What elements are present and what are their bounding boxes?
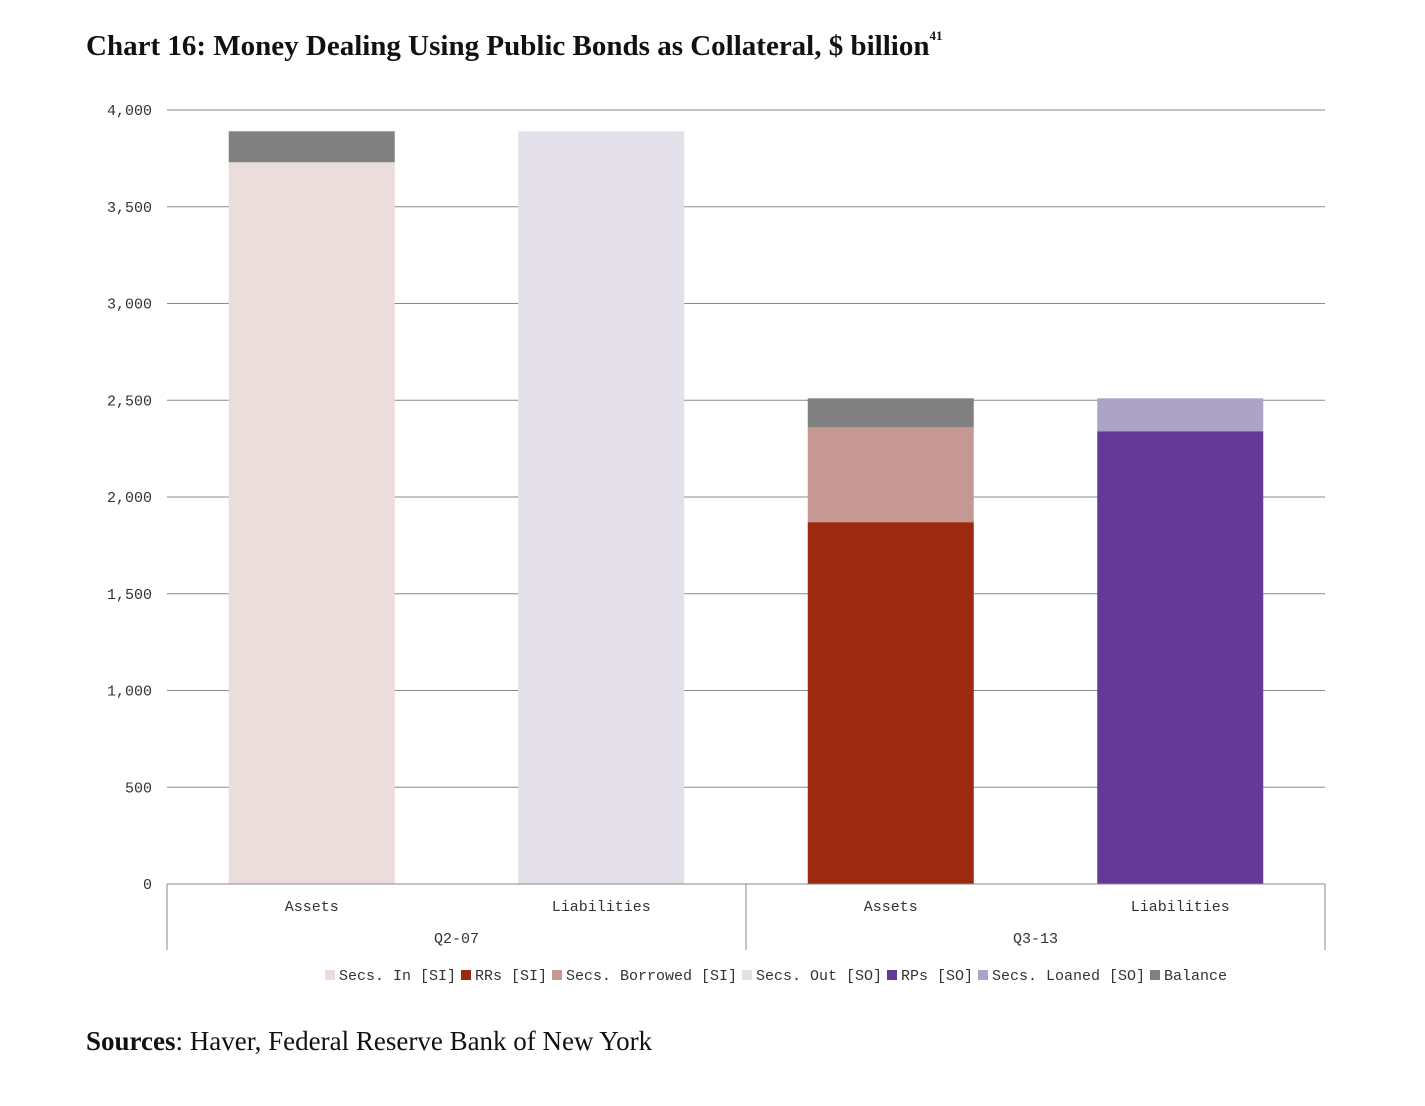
legend-swatch xyxy=(325,970,335,980)
y-tick-label: 3,500 xyxy=(107,200,152,217)
bar-segment xyxy=(228,131,395,163)
stacked-bar-chart: 4,0003,5003,0002,5002,0001,5001,0005000 … xyxy=(107,103,1326,985)
y-tick-label: 1,000 xyxy=(107,684,152,701)
bar-segment xyxy=(1097,398,1264,432)
y-tick-label: 2,000 xyxy=(107,490,152,507)
legend: Secs. In [SI] RRs [SI] Secs. Borrowed [SI]… xyxy=(325,968,1227,985)
legend-swatch xyxy=(461,970,471,980)
category-label: Liabilities xyxy=(1131,899,1230,916)
category-label: Assets xyxy=(864,899,918,916)
title-footnote: 41 xyxy=(929,28,943,44)
y-axis-ticks: 4,000 3,500 3,000 2,500 2,000 1,500 1,000 500 0 xyxy=(107,103,152,894)
group-label: Q3-13 xyxy=(1013,931,1058,948)
legend-label: Secs. In [SI] xyxy=(339,968,456,985)
x-axis: Assets Liabilities Q2-07 Assets Liabilities Q… xyxy=(166,883,1326,950)
bar-segment xyxy=(807,427,974,523)
bar-segment xyxy=(807,522,974,884)
legend-swatch xyxy=(1150,970,1160,980)
y-tick-label: 500 xyxy=(125,780,152,797)
y-tick-label: 2,500 xyxy=(107,393,152,410)
group-label: Q2-07 xyxy=(434,931,479,948)
legend-label: RPs [SO] xyxy=(901,968,973,985)
legend-swatch xyxy=(742,970,752,980)
bar-segment xyxy=(518,131,685,884)
legend-swatch xyxy=(978,970,988,980)
legend-label: Secs. Loaned [SO] xyxy=(992,968,1145,985)
sources-text: : Haver, Federal Reserve Bank of New Yor… xyxy=(175,1026,653,1056)
y-tick-label: 4,000 xyxy=(107,103,152,120)
legend-swatch xyxy=(552,970,562,980)
category-label: Assets xyxy=(285,899,339,916)
legend-label: Secs. Out [SO] xyxy=(756,968,882,985)
legend-label: RRs [SI] xyxy=(475,968,547,985)
y-tick-label: 0 xyxy=(143,877,152,894)
sources-note: Sources: Haver, Federal Reserve Bank of … xyxy=(86,1026,652,1057)
chart-title: Chart 16: Money Dealing Using Public Bon… xyxy=(86,28,943,63)
legend-swatch xyxy=(887,970,897,980)
bar-segment xyxy=(807,398,974,428)
sources-label: Sources xyxy=(86,1026,176,1056)
category-label: Liabilities xyxy=(552,899,651,916)
chart-title-text: Chart 16: Money Dealing Using Public Bon… xyxy=(86,30,930,62)
y-tick-label: 1,500 xyxy=(107,587,152,604)
legend-label: Balance xyxy=(1164,968,1227,985)
y-tick-label: 3,000 xyxy=(107,297,152,314)
bars xyxy=(228,131,1264,884)
bar-segment xyxy=(1097,431,1264,884)
bar-segment xyxy=(228,162,395,884)
legend-label: Secs. Borrowed [SI] xyxy=(566,968,737,985)
